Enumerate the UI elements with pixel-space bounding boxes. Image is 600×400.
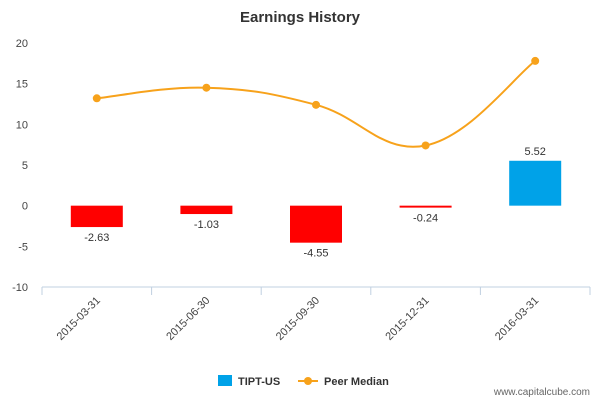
chart-title: Earnings History bbox=[240, 9, 361, 26]
y-tick-label: 0 bbox=[22, 201, 28, 213]
bar-data-label: 5.52 bbox=[524, 146, 545, 158]
bar[interactable] bbox=[180, 205, 233, 215]
bar-data-label: -0.24 bbox=[413, 213, 438, 225]
peer-median-point[interactable] bbox=[421, 141, 430, 150]
legend-swatch-peer-median-marker bbox=[304, 377, 312, 385]
peer-median-line bbox=[96, 60, 536, 148]
y-axis: -10 -5 0 5 10 15 20 bbox=[12, 38, 28, 294]
peer-median-point[interactable] bbox=[202, 83, 211, 92]
x-tick-label: 2015-03-31 bbox=[55, 295, 103, 343]
bar[interactable] bbox=[399, 205, 452, 208]
y-tick-label: 10 bbox=[16, 119, 28, 131]
legend-label-peer-median: Peer Median bbox=[324, 376, 389, 388]
x-axis: 2015-03-31 2015-06-30 2015-09-30 2015-12-31… bbox=[41, 286, 591, 343]
peer-median-point[interactable] bbox=[92, 94, 101, 103]
legend-swatch-tipt-us bbox=[218, 375, 232, 386]
x-tick-label: 2016-03-31 bbox=[493, 295, 541, 343]
watermark: www.capitalcube.com bbox=[493, 387, 590, 398]
bar[interactable] bbox=[509, 160, 562, 206]
legend-item-tipt-us[interactable]: TIPT-US bbox=[218, 375, 280, 388]
peer-median-point[interactable] bbox=[531, 56, 540, 65]
legend-item-peer-median[interactable]: Peer Median bbox=[298, 376, 389, 388]
y-tick-label: 5 bbox=[22, 160, 28, 172]
bar-data-labels: -2.63 -1.03 -4.55 -0.24 5.52 bbox=[84, 146, 546, 260]
bar[interactable] bbox=[290, 205, 342, 243]
x-tick-label: 2015-12-31 bbox=[383, 295, 431, 343]
bar-data-label: -1.03 bbox=[194, 219, 219, 231]
legend-label-tipt-us: TIPT-US bbox=[238, 376, 280, 388]
y-tick-label: -10 bbox=[12, 282, 28, 294]
x-tick-label: 2015-09-30 bbox=[274, 295, 322, 343]
bar[interactable] bbox=[70, 205, 123, 228]
bar-series bbox=[70, 160, 562, 243]
y-tick-label: 20 bbox=[16, 38, 28, 50]
y-tick-label: 15 bbox=[16, 79, 28, 91]
legend: TIPT-US Peer Median bbox=[218, 375, 389, 388]
peer-median-series bbox=[92, 56, 540, 150]
x-tick-label: 2015-06-30 bbox=[164, 295, 212, 343]
y-tick-label: -5 bbox=[18, 241, 28, 253]
peer-median-point[interactable] bbox=[312, 100, 320, 109]
bar-data-label: -2.63 bbox=[84, 232, 109, 244]
bar-data-label: -4.55 bbox=[303, 248, 328, 260]
